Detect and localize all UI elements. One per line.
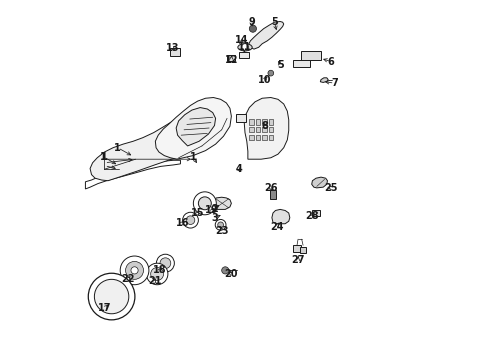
Polygon shape	[155, 98, 231, 159]
Polygon shape	[272, 210, 290, 224]
Circle shape	[131, 267, 138, 274]
Bar	[262, 135, 267, 140]
Circle shape	[268, 70, 274, 76]
Polygon shape	[85, 160, 180, 189]
Text: 5: 5	[271, 17, 278, 27]
Text: 25: 25	[324, 183, 338, 193]
Text: 7: 7	[331, 78, 338, 88]
Polygon shape	[312, 177, 327, 188]
Text: 20: 20	[224, 269, 238, 279]
Text: 4: 4	[235, 164, 242, 174]
Bar	[249, 135, 254, 140]
Circle shape	[194, 192, 216, 215]
Bar	[269, 119, 273, 125]
Circle shape	[147, 263, 168, 285]
Bar	[262, 127, 267, 132]
Circle shape	[221, 267, 229, 274]
Bar	[256, 127, 260, 132]
Text: 10: 10	[258, 75, 271, 85]
Text: 8: 8	[261, 121, 268, 131]
Bar	[312, 210, 320, 216]
Circle shape	[183, 212, 198, 228]
Bar	[294, 244, 300, 252]
Circle shape	[160, 258, 171, 269]
Text: 16: 16	[175, 218, 189, 228]
Polygon shape	[245, 98, 289, 159]
Bar	[256, 135, 260, 140]
Circle shape	[156, 254, 174, 272]
Circle shape	[198, 197, 211, 210]
Circle shape	[186, 216, 195, 225]
Text: 11: 11	[238, 42, 251, 52]
Text: 17: 17	[98, 303, 111, 314]
Circle shape	[215, 220, 226, 230]
Text: 24: 24	[270, 222, 283, 231]
Circle shape	[88, 273, 135, 320]
Text: 1: 1	[100, 152, 107, 162]
Bar	[293, 60, 310, 67]
Circle shape	[125, 261, 144, 279]
Bar	[269, 135, 273, 140]
Circle shape	[120, 256, 149, 285]
Bar	[249, 127, 254, 132]
Text: 26: 26	[264, 183, 277, 193]
Text: 6: 6	[328, 57, 335, 67]
Bar	[300, 247, 306, 253]
Bar	[256, 119, 260, 125]
Bar	[170, 48, 180, 55]
Bar	[301, 51, 321, 60]
Text: 21: 21	[148, 276, 161, 286]
Text: 27: 27	[292, 255, 305, 265]
Bar	[262, 119, 267, 125]
Text: 1: 1	[190, 152, 196, 162]
Text: 18: 18	[153, 265, 167, 275]
Circle shape	[95, 279, 129, 314]
Circle shape	[151, 267, 164, 280]
Ellipse shape	[238, 44, 252, 51]
Circle shape	[242, 44, 248, 51]
Polygon shape	[248, 22, 284, 49]
Text: 19: 19	[205, 206, 219, 216]
Bar	[236, 114, 246, 122]
Polygon shape	[213, 197, 231, 210]
Text: 9: 9	[248, 17, 255, 27]
Polygon shape	[320, 78, 328, 82]
Polygon shape	[255, 116, 265, 123]
Text: 14: 14	[235, 35, 248, 45]
Text: 23: 23	[215, 226, 228, 236]
Text: 12: 12	[224, 55, 238, 65]
Polygon shape	[176, 108, 216, 146]
Text: 22: 22	[122, 274, 135, 284]
Text: 13: 13	[166, 43, 179, 53]
Text: 28: 28	[306, 211, 319, 221]
Text: 5: 5	[277, 60, 284, 70]
Bar	[239, 52, 249, 58]
Text: 1: 1	[101, 152, 108, 162]
Polygon shape	[90, 115, 215, 181]
Bar	[249, 119, 254, 125]
Text: 1: 1	[114, 143, 121, 153]
Text: 3: 3	[211, 213, 218, 222]
Circle shape	[249, 25, 256, 32]
Bar	[269, 127, 273, 132]
Text: 15: 15	[191, 208, 204, 218]
Circle shape	[218, 222, 223, 228]
Text: 2: 2	[211, 204, 218, 214]
Bar	[227, 55, 235, 61]
Bar	[270, 190, 276, 199]
